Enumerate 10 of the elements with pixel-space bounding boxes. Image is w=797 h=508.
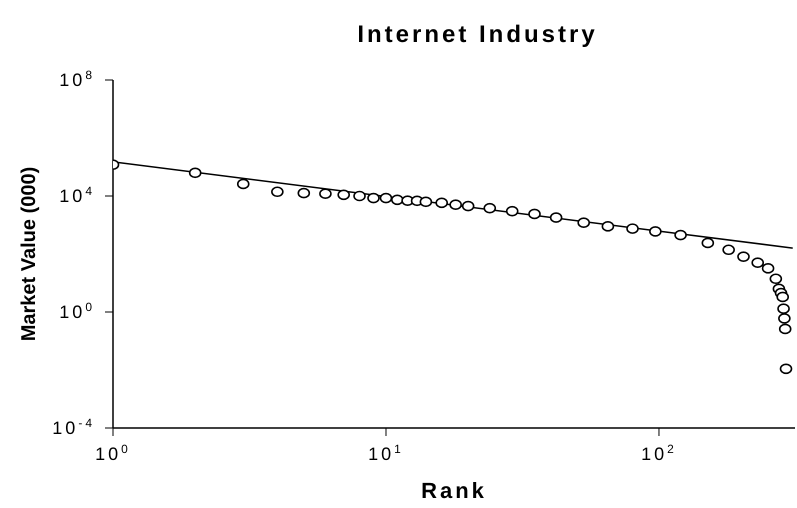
y-tick-label: 10$^{4}$ [59,184,95,206]
x-tick-label: 10$^{2}$ [641,442,677,464]
y-axis-title: Market Value (000) [18,166,40,342]
x-axis-title: Rank [421,478,487,503]
y-tick-label: 10$^{8}$ [59,68,95,90]
y-tick-label: 10$^{0}$ [59,300,95,322]
y-tick-label: 10$^{-4}$ [52,416,95,438]
chart-title: Internet Industry [356,20,599,50]
x-tick-label: 10$^{1}$ [368,442,404,464]
x-tick-label: 10$^{0}$ [95,442,131,464]
